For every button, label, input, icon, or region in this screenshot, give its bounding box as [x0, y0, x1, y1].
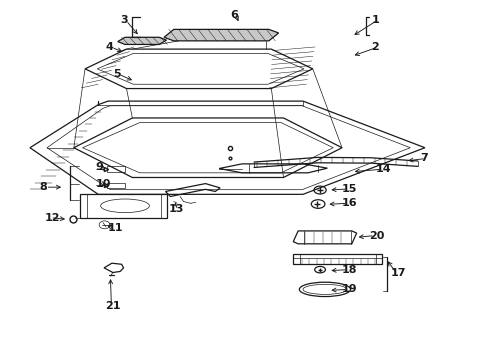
- Text: 5: 5: [113, 69, 120, 79]
- Text: 11: 11: [108, 224, 123, 233]
- Text: 13: 13: [168, 204, 184, 214]
- Text: 10: 10: [96, 179, 111, 189]
- Text: 6: 6: [229, 10, 237, 20]
- Text: 14: 14: [375, 164, 391, 174]
- Text: 21: 21: [105, 301, 121, 311]
- Text: 3: 3: [120, 15, 127, 26]
- Text: 19: 19: [341, 284, 357, 294]
- Text: 8: 8: [40, 182, 47, 192]
- Text: 18: 18: [341, 265, 357, 275]
- Text: 16: 16: [341, 198, 357, 208]
- Text: 15: 15: [341, 184, 357, 194]
- Text: 7: 7: [419, 153, 427, 163]
- Text: 12: 12: [44, 213, 60, 222]
- Text: 4: 4: [105, 42, 113, 52]
- Text: 9: 9: [96, 162, 103, 172]
- Polygon shape: [118, 37, 166, 44]
- Text: 17: 17: [390, 268, 406, 278]
- Text: 20: 20: [368, 231, 384, 240]
- Text: 2: 2: [370, 42, 378, 52]
- Text: 1: 1: [370, 15, 378, 26]
- Polygon shape: [163, 30, 278, 41]
